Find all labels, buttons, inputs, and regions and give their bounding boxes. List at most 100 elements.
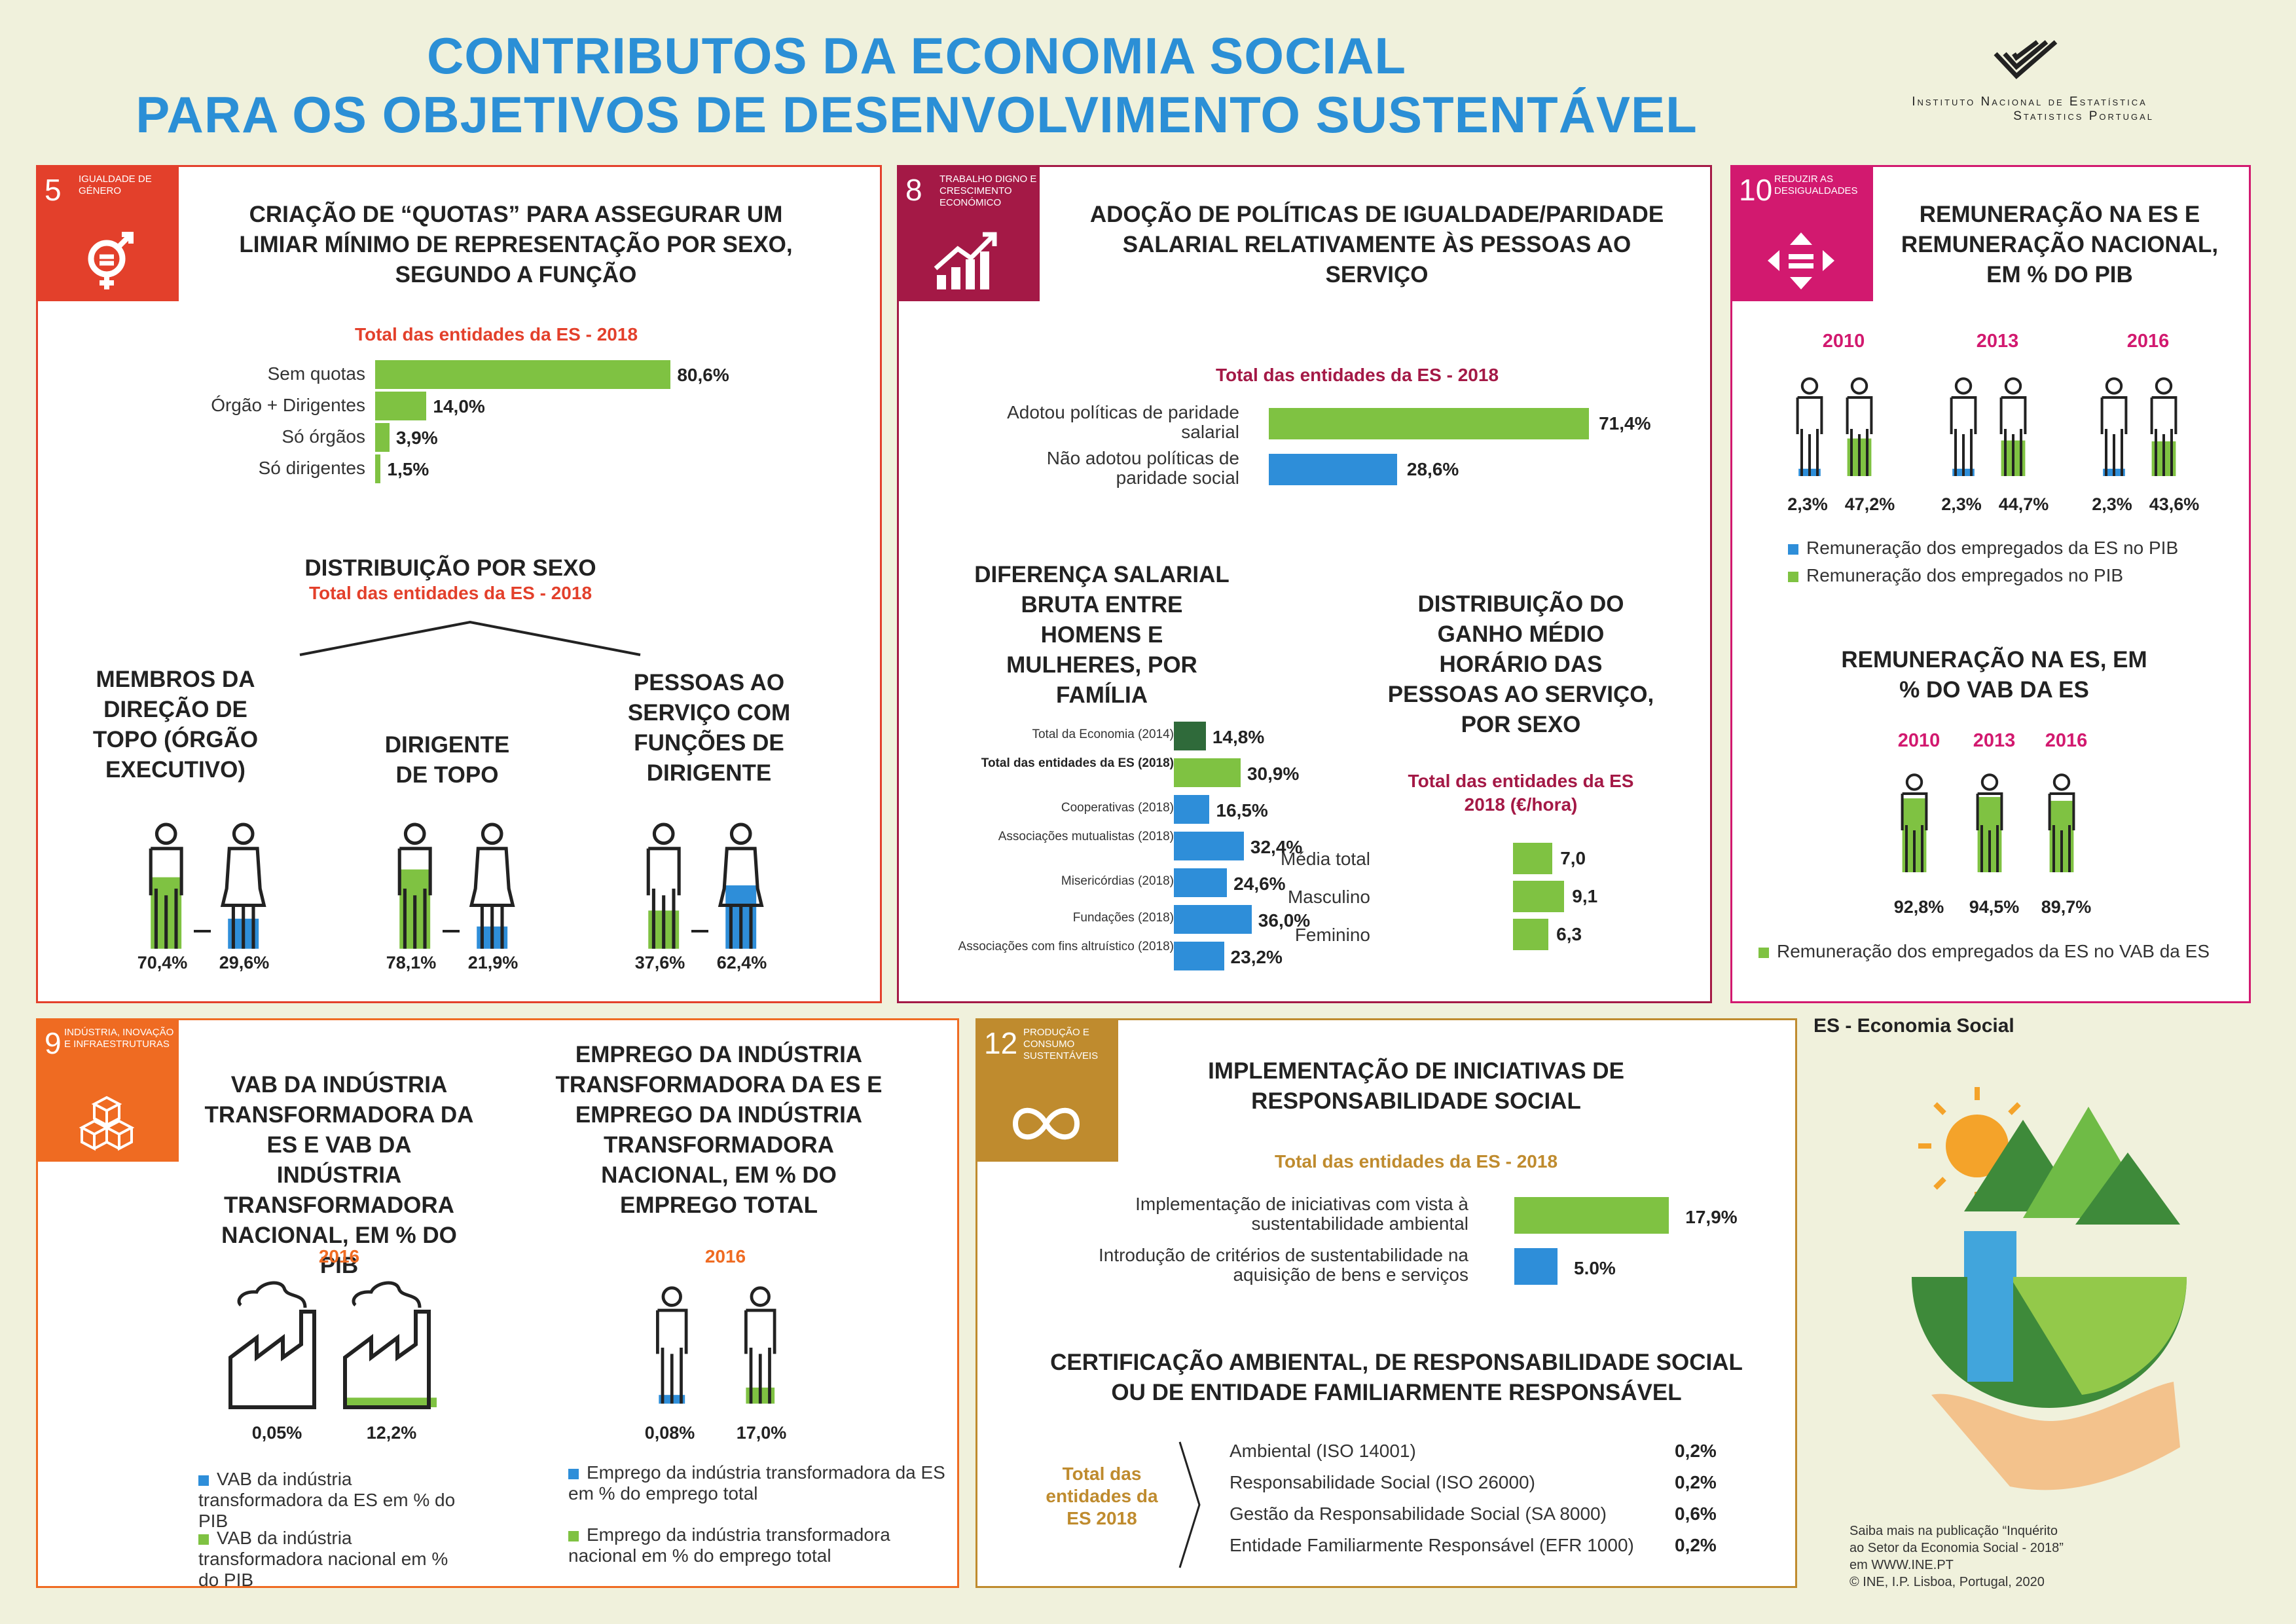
sdg10-title: REMUNERAÇÃO NA ES E REMUNERAÇÃO NACIONAL… [1901,202,2219,287]
sdg9-year-1: 2016 [318,1246,360,1266]
sdg5-panel: 5 Igualdade de género CRIAÇÃO DE “QUOTAS… [36,165,882,1003]
legend-swatch-green [568,1530,579,1541]
vab-value: 92,8% [1893,897,1944,917]
sdg10-title-2: REMUNERAÇÃO NA ES, EM % DO VAB DA ES [1841,647,2147,703]
man-icon [2048,773,2075,872]
year-label: 2010 [1822,331,1865,352]
bar-value: 24,6% [1233,874,1286,894]
bar-value: 1,5% [387,459,429,479]
sdg8-wage-subtitle: Total das entidades da ES 2018 (€/hora) [1408,771,1634,815]
es-value: 2,3% [2092,494,2132,514]
bar [1269,408,1590,439]
more-info-line2: ao Setor da Economia Social - 2018” [1850,1541,2064,1555]
cert-label: Responsabilidade Social (ISO 26000) [1230,1472,1535,1492]
vab-value: 89,7% [2041,897,2092,917]
sdg8-subtitle: Total das entidades da ES - 2018 [1215,365,1499,385]
sdg12-subtitle: Total das entidades da ES - 2018 [1274,1151,1558,1172]
industry-cubes-icon [79,1096,135,1151]
man-icon [2100,377,2128,476]
more-info-line1: Saiba mais na publicação “Inquérito [1850,1524,2058,1538]
sdg10-badge: 10 Reduzir as desigualdades [1732,167,1873,301]
bar-value: 17,9% [1685,1207,1738,1227]
man-icon [397,822,432,949]
sdg5-title: CRIAÇÃO DE “QUOTAS” PARA ASSEGURAR UM LI… [239,202,793,287]
legend-label: Remuneração dos empregados no PIB [1806,565,2124,585]
year-label: 2013 [1973,730,2016,751]
factory-value: 0,05% [251,1423,302,1443]
sdg10-panel: 10 Reduzir as desigualdades REMUNERAÇÃO … [1730,165,2251,1003]
factory-icon [343,1281,437,1409]
sdg5-badge: 5 Igualdade de género [38,167,179,301]
sdg9-title-2: EMPREGO DA INDÚSTRIA TRANSFORMADORA DA E… [555,1042,883,1218]
man-icon [1796,377,1823,476]
bar-value: 28,6% [1406,459,1459,479]
dash [194,930,211,932]
bar-value: 16,5% [1216,800,1268,821]
bar-label: Não adotou políticas de paridade social [1046,448,1239,488]
sdg8-label: Trabalho digno e crescimento económico [939,174,1037,208]
bar-label: Introdução de critérios de sustentabilid… [1098,1245,1468,1285]
sdg5-number: 5 [45,173,62,207]
year-label: 2016 [2126,331,2170,352]
factory-icon [228,1281,316,1409]
man-icon [149,822,183,949]
bar-value: 14,0% [433,396,485,416]
bar-label: Implementação de iniciativas com vista à… [1135,1194,1468,1234]
sdg8-number: 8 [905,173,922,207]
man-icon [1901,773,1928,872]
year-label: 2016 [2045,730,2088,751]
female-value: 29,6% [219,953,270,972]
bar [1513,919,1549,950]
bar-label: Masculino [1287,887,1370,907]
factory-value: 12,2% [366,1423,417,1443]
sdg9-legend-1a: VAB da indústria transformadora da ES em… [198,1469,460,1532]
sdg10-legend-3: Remuneração dos empregados da ES no VAB … [1758,941,2210,962]
sdg12-number: 12 [984,1026,1018,1060]
sdg9-title-1: VAB DA INDÚSTRIA TRANSFORMADORA DA ES E … [204,1072,474,1278]
sdg10-label: Reduzir as desigualdades [1774,174,1858,196]
man-icon [744,1286,776,1404]
sdg9-legend-2a: Emprego da indústria transformadora da E… [568,1462,948,1504]
bar-value: 3,9% [395,428,438,448]
female-value: 62,4% [716,953,767,972]
national-employment-value: 17,0% [736,1423,787,1443]
bar-label: Média total [1281,849,1370,869]
cert-bracket [1178,1441,1201,1568]
ine-logo: Instituto Nacional de Estatística Statis… [1892,39,2167,124]
page-title-line2: PARA OS OBJETIVOS DE DESENVOLVIMENTO SUS… [136,86,1698,143]
man-icon [1999,377,2027,476]
male-value: 70,4% [137,953,188,972]
sdg9-legend-1b: VAB da indústria transformadora nacional… [198,1528,460,1591]
woman-icon [220,822,266,949]
cert-label: Gestão da Responsabilidade Social (SA 80… [1230,1504,1607,1524]
year-label: 2013 [1976,331,2019,352]
group-title-staff: PESSOAS AO SERVIÇO COM FUNÇÕES DE DIRIGE… [627,670,791,786]
gender-equality-icon [88,232,134,289]
dist-connector [299,620,641,656]
dash [443,930,460,932]
legend-label: Emprego da indústria transformadora da E… [568,1462,945,1504]
bar-label: Sem quotas [267,363,365,384]
legend-label: Emprego da indústria transformadora naci… [568,1524,890,1566]
sdg12-badge: 12 Produção e consumo sustentáveis [977,1020,1118,1162]
cert-label: Entidade Familiarmente Responsável (EFR … [1230,1535,1634,1555]
sdg8-panel: 8 Trabalho digno e crescimento económico… [897,165,1712,1003]
bar [1174,868,1228,897]
bar-label: Só dirigentes [258,458,365,478]
bar-label: Órgão + Dirigentes [211,395,365,415]
bar-label: Só órgãos [282,426,365,447]
sdg12-panel: 12 Produção e consumo sustentáveis IMPLE… [975,1018,1797,1588]
bar-label: Fundações (2018) [1072,911,1174,925]
infinity-loop-icon [1012,1107,1080,1140]
male-value: 78,1% [386,953,437,972]
legend-swatch-green [198,1534,209,1545]
man-icon [646,822,681,949]
bar [1513,843,1553,874]
group-title-director: DIRIGENTE DE TOPO [384,732,510,788]
bar [1514,1248,1558,1285]
woman-icon [718,822,764,949]
sdg8-gap-title: DIFERENÇA SALARIAL BRUTA ENTRE HOMENS E … [974,562,1230,708]
legend-label: VAB da indústria transformadora da ES em… [198,1469,456,1531]
sdg12-cert-title: CERTIFICAÇÃO AMBIENTAL, DE RESPONSABILID… [1050,1350,1743,1405]
bar-label: Associações mutualistas (2018) [998,830,1174,843]
